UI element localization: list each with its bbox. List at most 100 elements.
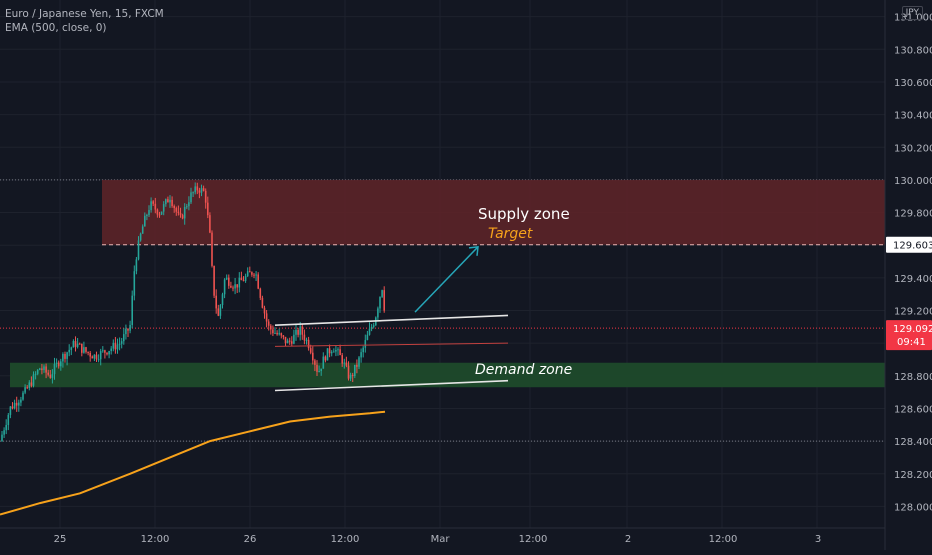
candle-body [39, 368, 41, 370]
candle-body [320, 368, 322, 371]
candle-body [15, 402, 18, 406]
candle-body [244, 276, 247, 281]
candle-body [314, 360, 316, 365]
candle-body [118, 343, 121, 345]
candle-body [379, 296, 381, 309]
x-tick-label: 2 [625, 534, 631, 545]
candle-body [259, 288, 262, 298]
candle-body [81, 343, 83, 353]
candle-body [116, 344, 119, 350]
candle-body [78, 343, 81, 345]
candle-body [177, 211, 180, 214]
candle-body [70, 347, 73, 350]
candle-body [167, 199, 169, 203]
candle-body [99, 351, 102, 360]
candle-body [251, 272, 253, 275]
candle-body [28, 382, 31, 389]
candle-body [360, 352, 362, 358]
candle-body [97, 359, 100, 361]
candle-body [326, 348, 329, 361]
y-tick-label: 129.200 [894, 307, 932, 318]
candle-body [272, 329, 274, 334]
x-tick-label: Mar [431, 534, 451, 545]
candle-body [215, 295, 217, 309]
candle-body [228, 277, 230, 286]
candle-body [125, 328, 127, 335]
x-tick-label: 12:00 [709, 534, 738, 545]
candle-body [276, 332, 278, 335]
candle-body [169, 199, 171, 203]
ema-indicator-label[interactable]: EMA (500, close, 0) [5, 22, 107, 34]
chart-legend: Euro / Japanese Yen, 15, FXCM EMA (500, … [5, 7, 164, 35]
candle-body [349, 374, 352, 379]
symbol-title: Euro / Japanese Yen, 15, FXCM [5, 8, 164, 20]
candle-body [333, 351, 335, 353]
candle-body [282, 335, 285, 337]
candle-body [152, 201, 154, 204]
candle-body [204, 190, 207, 203]
candle-body [368, 328, 371, 335]
candle-body [265, 313, 268, 322]
candle-body [47, 372, 49, 375]
target-label: Target [488, 226, 533, 242]
candle-body [288, 340, 291, 342]
candle-body [192, 192, 194, 194]
candle-body [57, 362, 60, 367]
candle-body [278, 333, 280, 335]
candle-body [11, 406, 14, 409]
currency-badge[interactable]: JPY [901, 6, 923, 20]
candle-body [62, 353, 64, 362]
candle-body [377, 308, 379, 318]
candle-body [234, 284, 236, 289]
supply-zone-box [102, 179, 885, 245]
candle-body [299, 326, 301, 335]
y-tick-label: 128.600 [894, 404, 932, 415]
candle-body [186, 206, 188, 208]
candle-body [366, 334, 369, 341]
y-tick-label: 129.400 [894, 274, 932, 285]
candle-body [301, 326, 304, 335]
candle-body [238, 277, 241, 288]
candle-body [127, 328, 129, 331]
channel-line [274, 314, 509, 326]
candle-body [32, 374, 35, 386]
candle-body [364, 340, 367, 348]
candle-body [45, 366, 47, 373]
candle-body [87, 351, 89, 353]
candle-body [347, 365, 350, 379]
candle-body [255, 274, 257, 276]
candle-body [66, 352, 68, 359]
x-tick-label: 12:00 [519, 534, 548, 545]
candle-body [162, 204, 165, 212]
y-tick-label: 128.200 [894, 470, 932, 481]
candle-body [383, 290, 385, 311]
candle-body [274, 332, 276, 334]
candle-body [20, 399, 22, 403]
candle-body [198, 190, 201, 193]
candle-body [41, 368, 43, 371]
y-tick-label: 130.000 [894, 176, 932, 187]
candle-body [188, 202, 190, 207]
candle-body [183, 207, 186, 219]
candle-body [291, 341, 293, 344]
candle-body [257, 274, 259, 289]
y-tick-label: 131.000 [894, 13, 932, 24]
candle-body [295, 329, 297, 335]
candle-body [120, 341, 123, 344]
candle-body [286, 340, 289, 344]
candle-body [5, 424, 7, 431]
candle-body [36, 369, 39, 374]
candle-body [114, 342, 117, 350]
candle-body [150, 201, 152, 211]
x-tick-label: 26 [244, 534, 257, 545]
candle-body [102, 350, 104, 352]
candle-body [106, 352, 108, 355]
candle-body [297, 329, 299, 335]
candle-body [76, 343, 79, 347]
candle-body [34, 373, 37, 375]
current-price-tag [886, 320, 932, 351]
candle-body [74, 341, 77, 347]
candle-body [158, 214, 161, 216]
